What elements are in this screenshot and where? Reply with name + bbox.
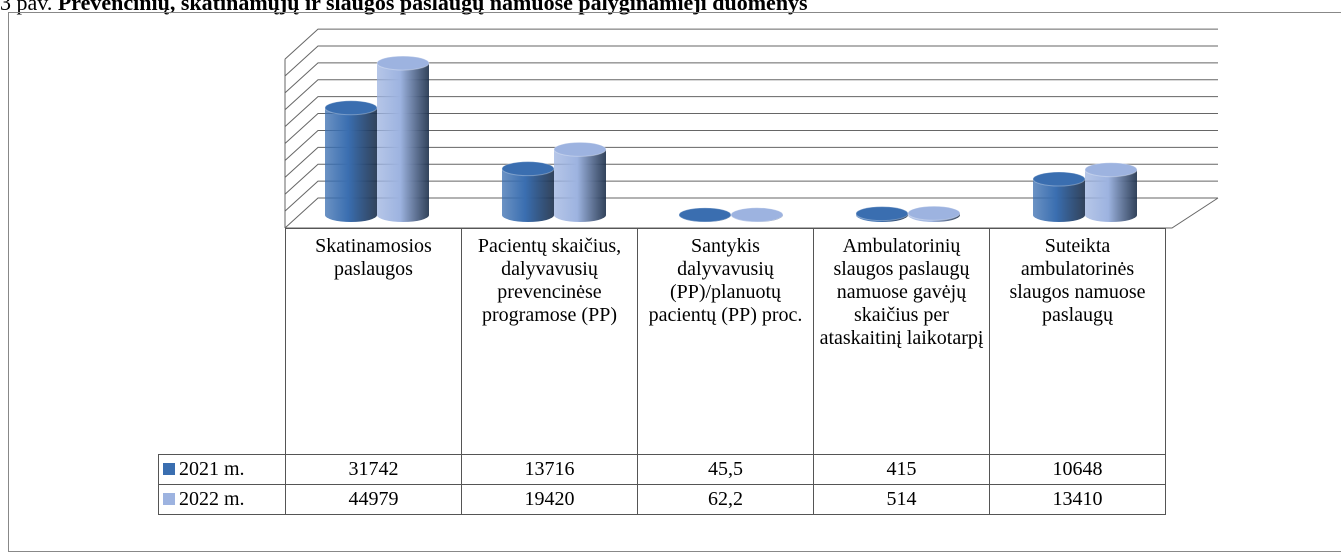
chart-title: Prevencinių, skatinamųjų ir slaugos pasl… xyxy=(57,0,808,15)
cylinder-top xyxy=(324,100,378,116)
cylinder-top xyxy=(1032,171,1086,187)
data-table: Skatinamosios paslaugos Pacientų skaičius… xyxy=(158,228,1166,515)
legend-entry: 2021 m. xyxy=(158,454,286,485)
header-row: Skatinamosios paslaugos Pacientų skaičius… xyxy=(158,228,1166,455)
cylinder-top xyxy=(553,141,607,157)
value-cell: 45,5 xyxy=(637,454,814,485)
cylinder-top xyxy=(678,207,732,223)
cylinder xyxy=(377,63,429,222)
category-label: Santykis dalyvavusių (PP)/planuotų pacie… xyxy=(637,228,814,455)
corner xyxy=(158,228,286,455)
grid-line xyxy=(284,79,1218,111)
grid-line xyxy=(284,113,1218,144)
title-line: 3 pav. Prevencinių, skatinamųjų ir slaug… xyxy=(0,0,808,16)
grid-line xyxy=(284,129,1218,161)
series-row: 2021 m. 31742 13716 45,5 415 10648 xyxy=(158,454,1166,485)
cylinder-top xyxy=(501,161,555,177)
cylinder xyxy=(325,107,377,222)
category-label: Pacientų skaičius, dalyvavusių prevencin… xyxy=(461,228,638,455)
cylinder-top xyxy=(907,205,961,221)
cylinder xyxy=(1033,179,1085,222)
cylinder-top xyxy=(376,55,430,71)
value-cell: 10648 xyxy=(989,454,1166,485)
value-cell: 44979 xyxy=(285,484,462,515)
legend-label: 2022 m. xyxy=(179,488,245,510)
grid-line xyxy=(284,28,1218,60)
cylinder-top xyxy=(1084,162,1138,178)
value-cell: 514 xyxy=(813,484,990,515)
legend-entry: 2022 m. xyxy=(158,484,286,515)
grid-line xyxy=(284,62,1218,94)
grid-line xyxy=(284,163,1218,195)
grid-line xyxy=(284,180,1218,212)
value-cell: 62,2 xyxy=(637,484,814,515)
grid-line xyxy=(284,146,1218,178)
grid-line xyxy=(284,96,1218,128)
grid-line xyxy=(284,45,1218,77)
figure-label: 3 pav. xyxy=(0,0,53,15)
series-row: 2022 m. 44979 19420 62,2 514 13410 xyxy=(158,484,1166,515)
legend-swatch xyxy=(163,463,175,475)
cylinder-top xyxy=(730,207,784,223)
cylinder-top xyxy=(855,206,909,222)
value-cell: 415 xyxy=(813,454,990,485)
cylinder xyxy=(1085,169,1137,222)
grid-line xyxy=(284,197,1218,229)
value-cell: 13716 xyxy=(461,454,638,485)
cylinder xyxy=(554,149,606,222)
legend-swatch xyxy=(163,493,175,505)
category-label: Skatinamosios paslaugos xyxy=(285,228,462,455)
value-cell: 31742 xyxy=(285,454,462,485)
value-cell: 13410 xyxy=(989,484,1166,515)
legend-label: 2021 m. xyxy=(179,458,245,480)
category-label: Suteikta ambulatorinės slaugos namuose p… xyxy=(989,228,1166,455)
value-cell: 19420 xyxy=(461,484,638,515)
category-label: Ambulatorinių slaugos paslaugų namuose g… xyxy=(813,228,990,455)
cylinder xyxy=(502,168,554,222)
